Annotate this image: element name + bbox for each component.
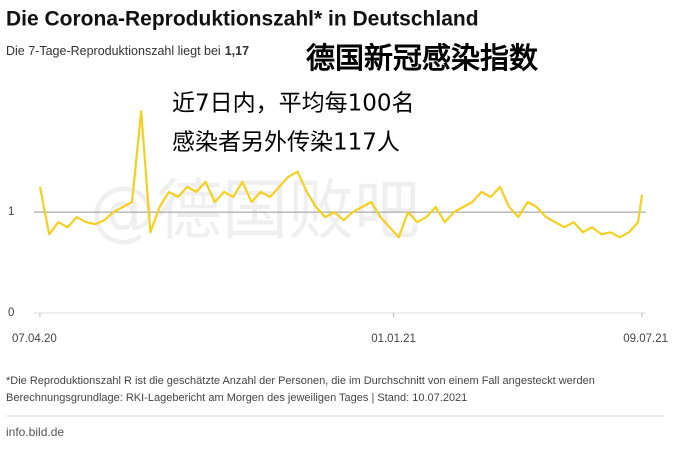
chart-title: Die Corona-Reproduktionszahl* in Deutsch… bbox=[6, 8, 479, 31]
x-tick-label: 07.04.20 bbox=[12, 333, 57, 345]
x-tick-label: 09.07.21 bbox=[623, 333, 668, 345]
x-tick-label: 01.01.21 bbox=[371, 333, 416, 345]
source: info.bild.de bbox=[6, 425, 64, 439]
plot-area: 0 1 07.04.20 01.01.21 09.07.21 bbox=[8, 110, 668, 345]
footnote: Berechnungsgrundlage: RKI-Lagebericht am… bbox=[6, 392, 467, 404]
data-line bbox=[38, 110, 644, 239]
chart-subtitle: Die 7-Tage-Reproduktionszahl liegt bei 1,… bbox=[6, 44, 249, 58]
subtitle-text: Die 7-Tage-Reproduktionszahl liegt bei bbox=[6, 44, 221, 58]
annotation: 感染者另外传染117人 bbox=[172, 130, 400, 156]
annotation-heading: 德国新冠感染指数 bbox=[306, 41, 539, 75]
annotation: 近7日内，平均每100名 bbox=[172, 91, 415, 117]
y-tick-label: 0 bbox=[8, 307, 14, 319]
y-tick-label: 1 bbox=[8, 206, 14, 218]
subtitle-value: 1,17 bbox=[225, 44, 249, 58]
footnote: *Die Reproduktionszahl R ist die geschät… bbox=[6, 375, 595, 387]
watermark: @德国败吧 bbox=[90, 172, 420, 249]
